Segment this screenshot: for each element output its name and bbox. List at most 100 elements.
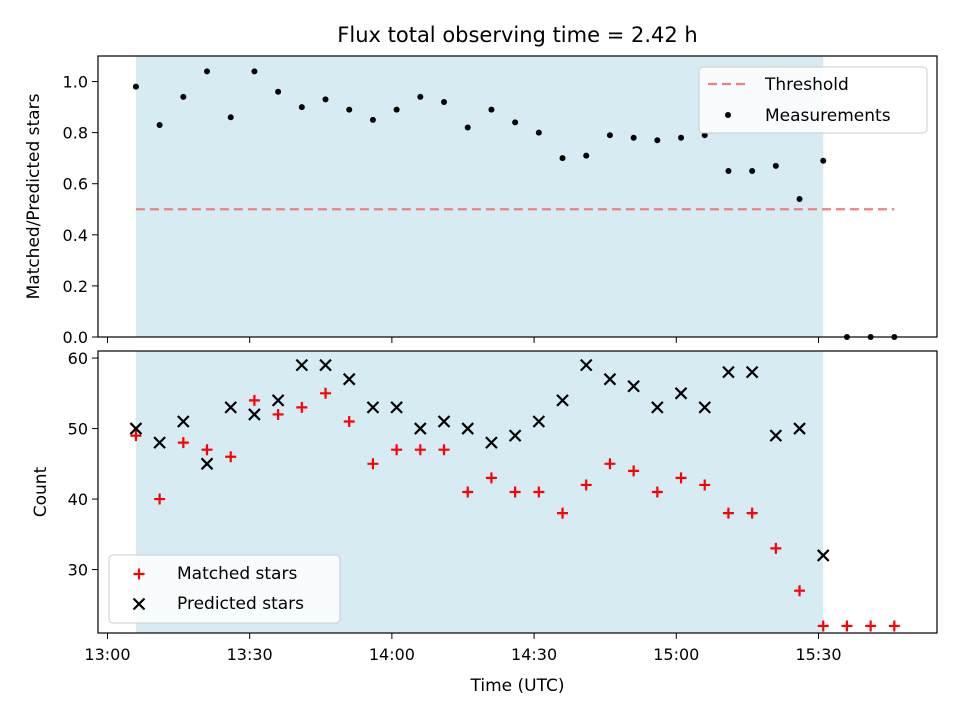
predicted-star-point-15 (485, 436, 498, 449)
top-ytick-label: 1.0 (63, 73, 88, 92)
matched-star-point-18 (557, 507, 569, 519)
measurement-point-17 (535, 129, 542, 136)
measurement-point-24 (701, 132, 708, 139)
predicted-star-point-24 (698, 401, 712, 414)
bottom-ytick-label: 50 (68, 420, 88, 439)
predicted-star-point-22 (651, 401, 664, 414)
measurement-point-8 (322, 96, 329, 103)
top-y-axis-label: Matched/Predicted stars (24, 93, 44, 299)
matched-star-point-4 (225, 451, 237, 463)
predicted-star-point-13 (437, 415, 451, 428)
bottom-ytick-label: 40 (68, 490, 88, 509)
measurement-point-15 (488, 106, 495, 113)
predicted-star-point-5 (248, 408, 261, 421)
predicted-star-point-10 (366, 401, 380, 414)
matched-star-point-16 (509, 486, 521, 498)
bottom-ytick-label: 30 (68, 561, 88, 580)
legend-matched-swatch (133, 568, 145, 580)
predicted-star-point-7 (295, 358, 309, 372)
predicted-star-point-14 (461, 422, 475, 435)
predicted-star-point-20 (603, 372, 617, 386)
measurement-point-21 (630, 134, 637, 141)
matched-star-point-9 (343, 416, 355, 427)
predicted-star-point-19 (579, 358, 593, 372)
matched-star-point-19 (580, 479, 592, 491)
matched-star-point-25 (722, 507, 734, 519)
matched-star-point-14 (462, 486, 474, 498)
measurement-point-9 (346, 106, 353, 113)
matched-star-point-23 (675, 472, 687, 484)
measurement-point-18 (559, 155, 566, 162)
predicted-star-point-23 (674, 387, 688, 400)
bottom-axes-frame (97, 350, 938, 634)
chart-title: Flux total observing time = 2.42 h (337, 23, 697, 47)
predicted-star-point-2 (177, 415, 190, 428)
predicted-star-point-21 (627, 379, 640, 393)
predicted-star-point-1 (153, 436, 166, 449)
predicted-star-point-4 (224, 401, 238, 414)
measurement-point-2 (180, 93, 187, 100)
matched-star-point-32 (888, 620, 900, 632)
measurement-point-29 (820, 157, 827, 164)
matched-star-point-28 (794, 585, 806, 597)
matched-star-point-3 (201, 444, 213, 456)
measurement-point-0 (132, 83, 139, 90)
measurement-point-4 (227, 114, 234, 121)
matched-star-point-5 (248, 394, 260, 406)
matched-star-point-0 (130, 430, 142, 442)
matched-star-point-31 (865, 620, 877, 632)
matched-star-point-10 (367, 458, 379, 470)
bottom-xtick-label: 13:30 (227, 645, 273, 664)
matched-star-point-17 (533, 486, 545, 498)
measurement-point-5 (251, 68, 258, 75)
top-ytick-label: 0.6 (63, 175, 88, 194)
legend-threshold-label: Threshold (764, 75, 849, 95)
predicted-star-point-29 (816, 549, 830, 562)
legend-measurements-swatch (725, 112, 731, 118)
measurement-point-22 (654, 137, 661, 144)
measurement-point-16 (512, 119, 519, 126)
legend-predicted-label: Predicted stars (177, 594, 304, 614)
predicted-star-point-18 (556, 394, 569, 407)
measurement-point-12 (417, 93, 424, 100)
matched-star-point-2 (177, 437, 189, 449)
measurement-point-10 (369, 116, 376, 123)
bottom-legend-box (108, 554, 341, 624)
measurement-point-3 (204, 68, 211, 75)
measurement-point-23 (678, 134, 685, 141)
predicted-star-point-9 (342, 372, 356, 386)
measurement-point-6 (275, 88, 282, 95)
measurement-point-19 (583, 152, 590, 159)
matched-star-point-1 (154, 493, 166, 505)
top-axes-frame (97, 55, 938, 338)
measurement-point-11 (393, 106, 400, 113)
predicted-star-point-17 (532, 415, 546, 428)
measurement-point-25 (725, 167, 732, 174)
measurement-point-13 (441, 98, 448, 105)
matched-star-point-20 (604, 458, 616, 470)
measurement-point-26 (749, 167, 756, 174)
matched-star-point-30 (841, 620, 853, 632)
predicted-star-point-3 (200, 457, 214, 471)
bottom-xtick-label: 14:30 (511, 645, 557, 664)
matched-star-point-27 (770, 542, 782, 554)
matched-star-point-15 (485, 472, 497, 484)
predicted-star-point-0 (129, 422, 143, 435)
matched-star-point-7 (296, 401, 308, 413)
measurement-point-1 (156, 121, 163, 128)
legend-predicted-swatch (132, 597, 146, 611)
legend-matched-label: Matched stars (177, 564, 297, 584)
predicted-star-point-28 (793, 422, 806, 435)
measurement-point-28 (796, 196, 803, 203)
measurement-point-27 (772, 162, 779, 169)
matched-star-point-12 (414, 444, 426, 456)
measurement-point-20 (606, 132, 613, 139)
x-axis-label: Time (UTC) (470, 676, 565, 696)
predicted-star-point-26 (745, 365, 759, 379)
matched-star-point-29 (817, 620, 829, 632)
top-ytick-label: 0.4 (63, 226, 88, 245)
bottom-y-axis-label: Count (31, 466, 51, 517)
top-ytick-label: 0.8 (63, 124, 88, 143)
